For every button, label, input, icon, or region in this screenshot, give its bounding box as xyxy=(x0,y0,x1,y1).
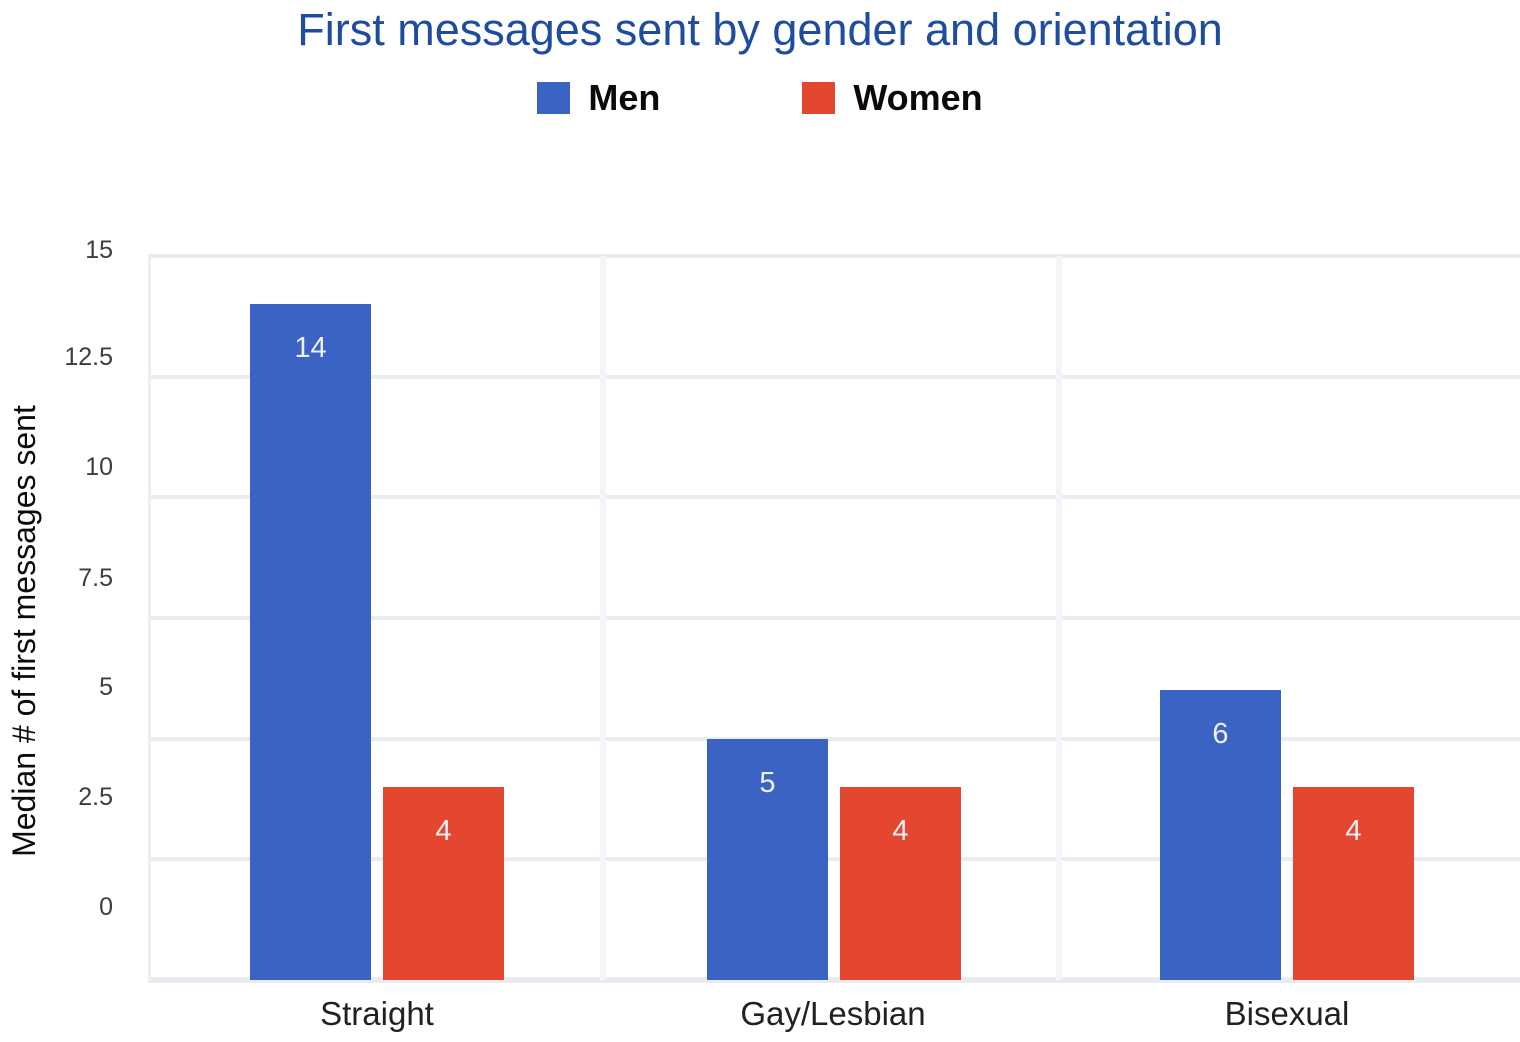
men-color-swatch xyxy=(537,82,571,114)
bar-group-bisexual: 6 4 xyxy=(1160,256,1414,980)
x-label-straight: Straight xyxy=(320,995,434,1032)
plot-left-edge-line xyxy=(148,256,151,980)
vertical-separator-2 xyxy=(1056,256,1062,980)
legend: Men Women xyxy=(0,78,1520,118)
gridline-12-5 xyxy=(148,375,1520,379)
women-color-swatch xyxy=(802,82,836,114)
bar-group-gay-lesbian: 5 4 xyxy=(707,256,961,980)
bar-men-bisexual: 6 xyxy=(1160,690,1281,980)
plot-area: 14 4 5 4 6 4 xyxy=(148,254,1520,983)
bar-value-label: 4 xyxy=(435,814,452,847)
legend-label-women: Women xyxy=(853,77,983,118)
x-label-gay-lesbian: Gay/Lesbian xyxy=(740,995,926,1032)
bar-group-straight: 14 4 xyxy=(250,256,504,980)
gridline-10 xyxy=(148,495,1520,499)
bar-women-bisexual: 4 xyxy=(1293,786,1414,980)
bar-value-label: 4 xyxy=(1345,814,1362,847)
gridline-0-baseline xyxy=(148,977,1520,983)
bar-men-gay-lesbian: 5 xyxy=(707,738,828,980)
legend-item-men[interactable]: Men xyxy=(537,80,660,116)
y-tick-10: 10 xyxy=(85,453,113,481)
bar-women-gay-lesbian: 4 xyxy=(840,786,961,980)
legend-label-men: Men xyxy=(588,77,661,118)
bar-value-label: 6 xyxy=(1212,718,1229,751)
y-tick-5: 5 xyxy=(99,673,113,701)
bar-value-label: 5 xyxy=(759,766,776,799)
bar-value-label: 4 xyxy=(892,814,909,847)
bar-women-straight: 4 xyxy=(383,786,504,980)
gridline-5 xyxy=(148,737,1520,741)
y-tick-2-5: 2.5 xyxy=(78,783,113,811)
chart-title: First messages sent by gender and orient… xyxy=(297,4,1223,55)
y-tick-12-5: 12.5 xyxy=(64,343,113,371)
y-tick-7-5: 7.5 xyxy=(78,564,113,592)
legend-item-women[interactable]: Women xyxy=(802,77,983,118)
vertical-separator-1 xyxy=(600,256,606,980)
bar-value-label: 14 xyxy=(294,332,327,365)
gridline-7-5 xyxy=(148,616,1520,620)
gridline-15 xyxy=(148,254,1520,258)
y-axis-title: Median # of first messages sent xyxy=(6,405,42,857)
bar-men-straight: 14 xyxy=(250,304,371,980)
gridline-2-5 xyxy=(148,857,1520,861)
y-tick-0: 0 xyxy=(99,893,113,921)
y-tick-15: 15 xyxy=(85,236,113,264)
x-label-bisexual: Bisexual xyxy=(1224,995,1350,1032)
